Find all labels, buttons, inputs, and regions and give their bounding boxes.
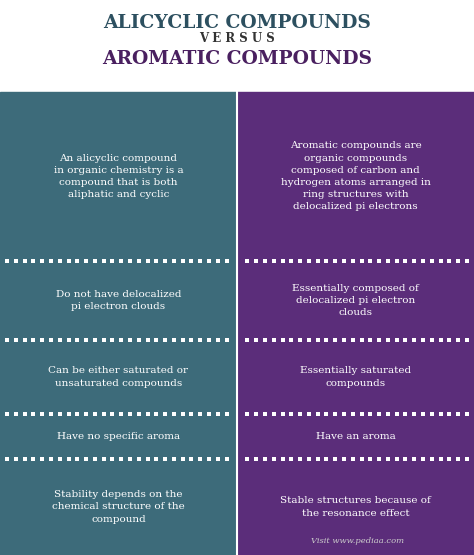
Bar xyxy=(237,92,474,261)
Text: V E R S U S: V E R S U S xyxy=(199,32,275,45)
Text: Can be either saturated or
unsaturated compounds: Can be either saturated or unsaturated c… xyxy=(48,366,189,387)
Bar xyxy=(0,413,237,459)
Text: AROMATIC COMPOUNDS: AROMATIC COMPOUNDS xyxy=(102,50,372,68)
Bar xyxy=(0,261,237,340)
Bar xyxy=(237,459,474,555)
Text: Aromatic compounds are
organic compounds
composed of carbon and
hydrogen atoms a: Aromatic compounds are organic compounds… xyxy=(281,142,430,211)
Text: Have an aroma: Have an aroma xyxy=(316,432,395,441)
Text: An alicyclic compound
in organic chemistry is a
compound that is both
aliphatic : An alicyclic compound in organic chemist… xyxy=(54,154,183,199)
Bar xyxy=(237,413,474,459)
Text: Essentially composed of
delocalized pi electron
clouds: Essentially composed of delocalized pi e… xyxy=(292,284,419,317)
Text: Essentially saturated
compounds: Essentially saturated compounds xyxy=(300,366,411,387)
Text: Stable structures because of
the resonance effect: Stable structures because of the resonan… xyxy=(280,496,431,517)
Bar xyxy=(0,340,237,413)
Text: Stability depends on the
chemical structure of the
compound: Stability depends on the chemical struct… xyxy=(52,490,185,523)
Bar xyxy=(0,92,237,261)
Text: Have no specific aroma: Have no specific aroma xyxy=(57,432,180,441)
Bar xyxy=(237,340,474,413)
Text: Visit www.pediaa.com: Visit www.pediaa.com xyxy=(311,537,404,545)
Text: ALICYCLIC COMPOUNDS: ALICYCLIC COMPOUNDS xyxy=(103,14,371,32)
Text: Do not have delocalized
pi electron clouds: Do not have delocalized pi electron clou… xyxy=(56,290,181,311)
Bar xyxy=(0,459,237,555)
Bar xyxy=(237,261,474,340)
